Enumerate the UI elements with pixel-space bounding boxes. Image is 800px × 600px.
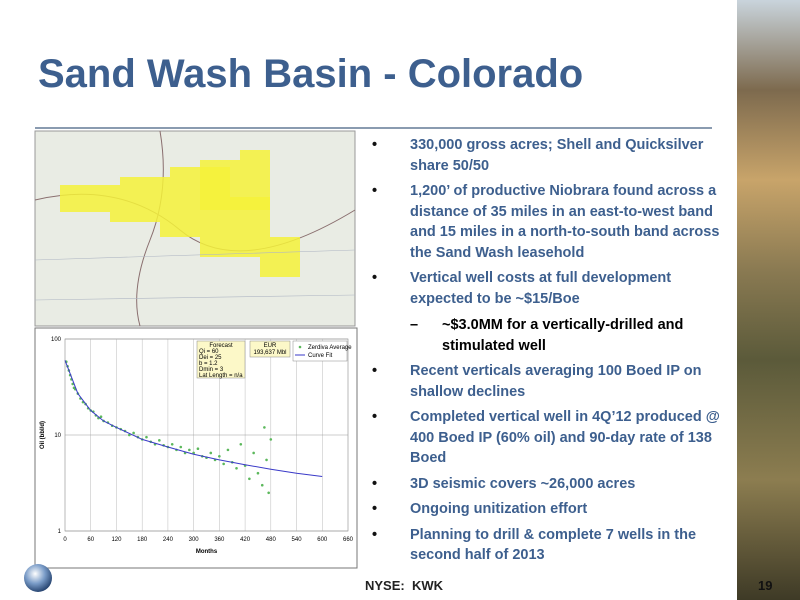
eur-text: EUR: [264, 343, 277, 349]
data-point: [235, 466, 238, 470]
data-point: [263, 426, 266, 429]
y-tick-label: 10: [54, 433, 61, 439]
data-point: [196, 447, 200, 450]
data-point: [267, 491, 270, 495]
bullet: 3D seismic covers ~26,000 acres: [372, 474, 730, 495]
forecast-text: Qi = 60: [199, 349, 219, 355]
bullet: Vertical well costs at full development …: [372, 268, 730, 356]
bullet-text: Recent verticals averaging 100 Boed IP o…: [410, 363, 702, 400]
data-point: [265, 458, 268, 462]
data-point: [260, 483, 264, 487]
y-tick-label: 1: [58, 529, 62, 535]
x-axis-label: Months: [196, 549, 218, 555]
x-tick-label: 540: [292, 537, 303, 543]
eur-text: 193,637 Mbl: [253, 350, 286, 356]
y-tick-label: 100: [51, 337, 62, 343]
forecast-text: Dei = 25: [199, 355, 222, 361]
data-point: [248, 477, 251, 481]
bullet-text: 3D seismic covers ~26,000 acres: [410, 475, 636, 492]
x-tick-label: 300: [189, 537, 200, 543]
legend-label: Curve Fit: [308, 353, 333, 359]
x-tick-label: 360: [214, 537, 225, 543]
forecast-text: Forecast: [209, 343, 233, 349]
bullet-text: 1,200’ of productive Niobrara found acro…: [410, 183, 720, 261]
map: [34, 130, 356, 327]
data-point: [226, 448, 230, 452]
fit-line: [64, 360, 323, 477]
data-point: [269, 438, 273, 441]
x-tick-label: 120: [111, 537, 122, 543]
legend-box: [292, 340, 348, 362]
bullet-list: 330,000 gross acres; Shell and Quicksilv…: [372, 135, 730, 571]
bullet: Completed vertical well in 4Q’12 produce…: [372, 407, 730, 469]
bullet: Recent verticals averaging 100 Boed IP o…: [372, 361, 730, 402]
legend-label: Zerdiva Average: [308, 345, 352, 351]
x-tick-label: 240: [163, 537, 174, 543]
data-point: [209, 451, 213, 455]
x-tick-label: 420: [240, 537, 251, 543]
x-tick-label: 480: [266, 537, 277, 543]
forecast-text: Lat Length = n/a: [199, 373, 243, 379]
data-point: [128, 433, 131, 437]
slide-title: Sand Wash Basin - Colorado: [38, 52, 584, 96]
x-tick-label: 600: [317, 537, 328, 543]
eur-box: [249, 340, 291, 358]
bullet: 330,000 gross acres; Shell and Quicksilv…: [372, 135, 730, 176]
forecast-text: b = 1.2: [199, 361, 218, 367]
bullet-text: Completed vertical well in 4Q’12 produce…: [410, 409, 720, 466]
sub-bullet-text: ~$3.0MM for a vertically-drilled and sti…: [442, 317, 684, 354]
data-point: [145, 435, 148, 439]
bullet-text: 330,000 gross acres; Shell and Quicksilv…: [410, 137, 704, 174]
data-point: [252, 451, 255, 455]
data-point: [222, 462, 225, 466]
bullet-text: Vertical well costs at full development …: [410, 270, 672, 307]
footer-ticker: NYSE: KWK: [365, 578, 443, 593]
x-tick-label: 0: [63, 537, 67, 543]
landscape-photo: [737, 0, 800, 600]
data-point: [132, 431, 135, 435]
y-axis-label: Oil (bbl/d): [40, 421, 46, 449]
data-point: [188, 448, 191, 452]
data-point: [179, 445, 183, 449]
bullet: 1,200’ of productive Niobrara found acro…: [372, 181, 730, 263]
chart: 0 60 120 180 240 300 360 420 480 540 600 660 1 10 100 M…: [40, 337, 354, 555]
data-point: [158, 439, 161, 442]
x-tick-label: 660: [343, 537, 354, 543]
data-point: [256, 471, 260, 475]
sub-list: ~$3.0MM for a vertically-drilled and sti…: [410, 315, 730, 356]
data-point: [170, 443, 174, 446]
x-tick-label: 180: [137, 537, 148, 543]
forecast-text: Dmin = 3: [199, 367, 224, 373]
forecast-box: [196, 340, 246, 379]
x-tick-label: 60: [87, 537, 94, 543]
bullet: Planning to drill & complete 7 wells in …: [372, 525, 730, 566]
bullet: Ongoing unitization effort: [372, 499, 730, 520]
bullet-text: Planning to drill & complete 7 wells in …: [410, 526, 697, 564]
page-number: 19: [758, 578, 773, 593]
data-point: [218, 454, 221, 458]
data-point: [99, 415, 103, 419]
data-point: [239, 443, 243, 446]
sub-bullet: ~$3.0MM for a vertically-drilled and sti…: [410, 315, 730, 356]
legend-swatch: [298, 345, 302, 349]
bullet-text: Ongoing unitization effort: [410, 501, 588, 517]
logo-globe: [24, 564, 52, 592]
